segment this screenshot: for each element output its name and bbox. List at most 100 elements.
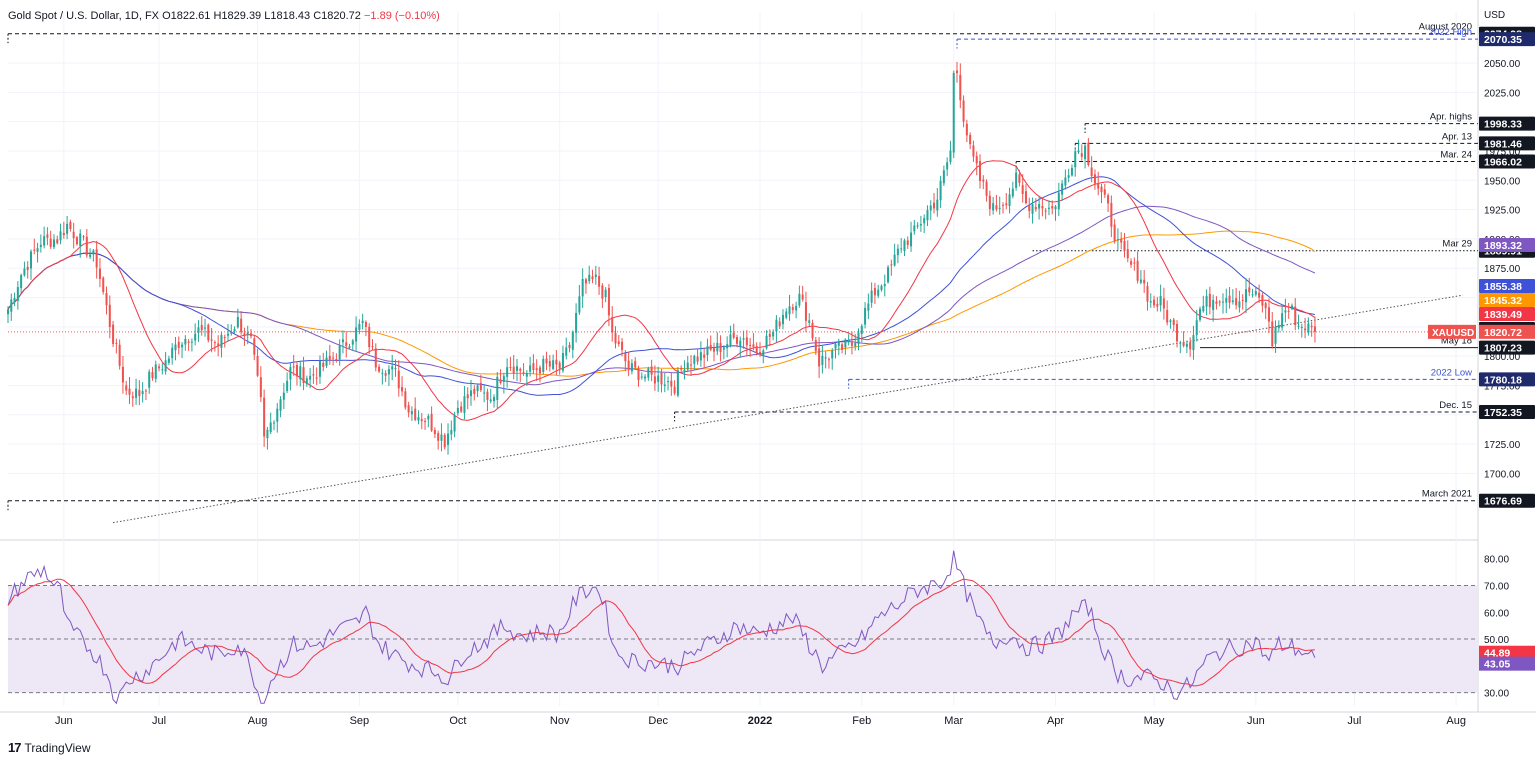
candle[interactable] (220, 331, 223, 358)
candle[interactable] (20, 273, 23, 295)
candle[interactable] (1047, 200, 1050, 216)
candle[interactable] (1100, 183, 1103, 204)
candle[interactable] (1182, 331, 1185, 348)
candle[interactable] (936, 188, 939, 217)
candle[interactable] (965, 119, 968, 143)
candle[interactable] (758, 342, 762, 357)
candle[interactable] (56, 235, 59, 245)
candle[interactable] (864, 302, 867, 329)
candle[interactable] (75, 235, 78, 246)
candle[interactable] (1103, 184, 1106, 198)
candle[interactable] (401, 376, 404, 397)
candle[interactable] (233, 326, 236, 334)
candle[interactable] (788, 294, 791, 321)
candle[interactable] (1005, 192, 1008, 210)
candle[interactable] (1061, 180, 1064, 201)
candle[interactable] (1290, 303, 1293, 311)
candle[interactable] (693, 354, 696, 371)
candle[interactable] (561, 345, 564, 373)
candle[interactable] (322, 352, 325, 372)
candle[interactable] (187, 339, 190, 351)
candle[interactable] (699, 341, 702, 367)
candle[interactable] (256, 348, 259, 377)
candle[interactable] (1185, 340, 1188, 354)
candle[interactable] (1087, 138, 1090, 167)
candle[interactable] (318, 355, 321, 384)
candle[interactable] (630, 359, 633, 375)
candle[interactable] (634, 357, 637, 369)
candle[interactable] (374, 343, 377, 372)
candle[interactable] (795, 301, 798, 319)
candle[interactable] (66, 215, 69, 240)
candle[interactable] (207, 323, 210, 343)
candle[interactable] (249, 329, 253, 339)
candle[interactable] (200, 316, 203, 336)
candle[interactable] (286, 372, 289, 394)
candle[interactable] (706, 338, 709, 362)
candle[interactable] (72, 222, 75, 249)
candle[interactable] (226, 324, 230, 342)
candle[interactable] (611, 306, 614, 342)
candle[interactable] (105, 286, 108, 315)
candle[interactable] (1238, 290, 1241, 313)
candle[interactable] (427, 413, 430, 428)
candle[interactable] (739, 336, 742, 358)
candle[interactable] (391, 354, 394, 381)
candle[interactable] (880, 284, 883, 292)
candle[interactable] (765, 330, 768, 350)
candle[interactable] (36, 242, 39, 263)
candle[interactable] (978, 154, 982, 189)
candle[interactable] (1054, 205, 1057, 221)
candle[interactable] (584, 277, 587, 294)
candle[interactable] (837, 338, 840, 356)
candle[interactable] (818, 337, 821, 378)
candle[interactable] (479, 374, 482, 393)
candle[interactable] (598, 266, 601, 295)
candle[interactable] (801, 285, 804, 302)
candle[interactable] (410, 406, 413, 421)
candle[interactable] (1198, 306, 1202, 322)
candle[interactable] (683, 360, 686, 380)
candle[interactable] (1228, 286, 1231, 309)
candle[interactable] (279, 396, 282, 418)
candle[interactable] (1231, 289, 1234, 305)
candle[interactable] (355, 316, 358, 351)
candle[interactable] (1274, 320, 1277, 353)
candle[interactable] (259, 366, 262, 403)
candle[interactable] (121, 356, 124, 394)
candle[interactable] (749, 337, 752, 357)
candle[interactable] (282, 383, 285, 410)
candle[interactable] (6, 306, 10, 323)
candle[interactable] (781, 309, 784, 330)
candle[interactable] (154, 360, 157, 383)
candle[interactable] (772, 329, 775, 341)
candle[interactable] (673, 380, 676, 396)
candle[interactable] (887, 265, 890, 284)
candle[interactable] (594, 265, 597, 285)
candle[interactable] (1310, 321, 1313, 337)
candle[interactable] (624, 350, 627, 372)
candle[interactable] (158, 363, 161, 372)
candle[interactable] (578, 284, 581, 315)
candle[interactable] (1189, 337, 1192, 357)
candle[interactable] (305, 375, 308, 387)
candle[interactable] (26, 261, 29, 279)
candle[interactable] (732, 323, 735, 340)
candle[interactable] (148, 369, 151, 394)
candle[interactable] (535, 359, 538, 381)
candle[interactable] (808, 313, 811, 327)
candle[interactable] (657, 366, 660, 392)
candle[interactable] (644, 374, 647, 382)
candle[interactable] (1001, 202, 1005, 214)
candle[interactable] (995, 194, 998, 212)
candle[interactable] (972, 140, 975, 162)
candle[interactable] (394, 359, 397, 377)
candle[interactable] (696, 349, 699, 365)
candle[interactable] (519, 367, 522, 382)
candle[interactable] (79, 229, 82, 258)
candle[interactable] (719, 335, 722, 362)
candle[interactable] (338, 339, 341, 366)
candle[interactable] (404, 387, 407, 410)
candle[interactable] (1136, 251, 1139, 284)
candle[interactable] (1133, 257, 1136, 271)
